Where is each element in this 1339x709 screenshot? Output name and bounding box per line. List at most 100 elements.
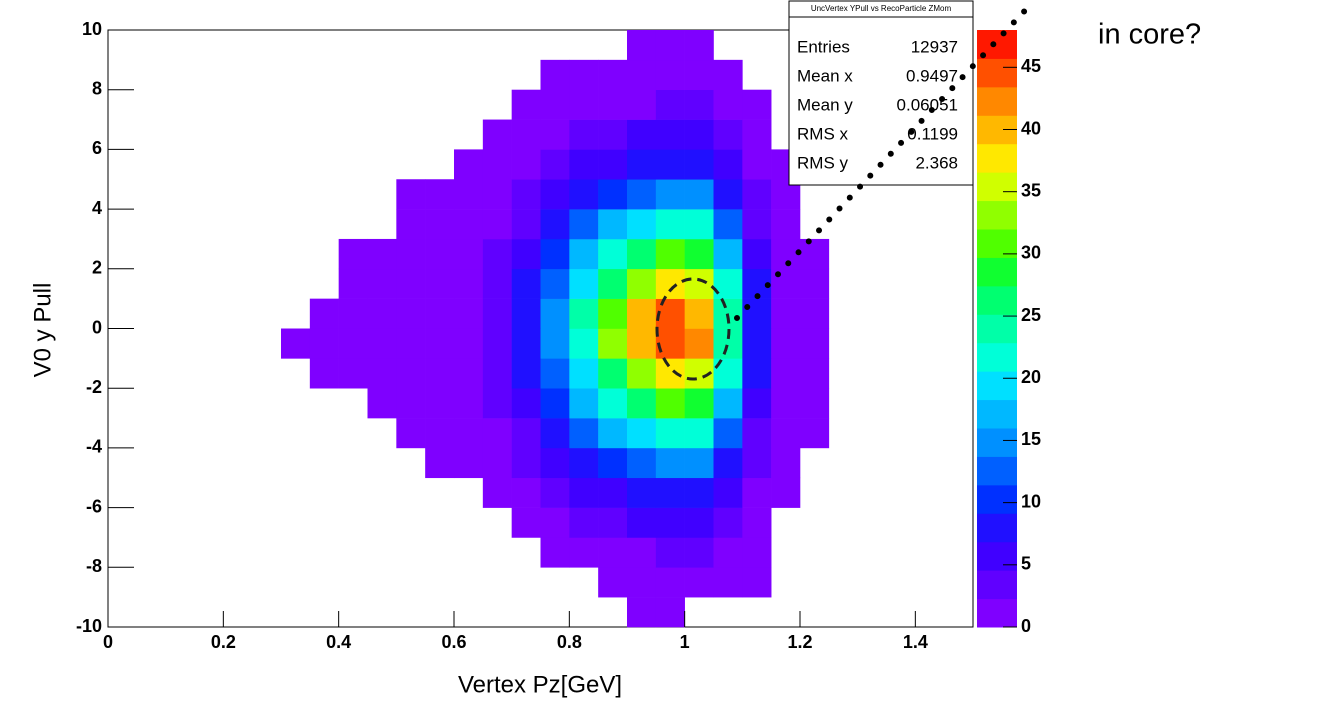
cell <box>540 298 570 329</box>
cell <box>338 298 368 329</box>
cell <box>742 388 772 419</box>
cell <box>540 89 570 120</box>
stats-value: 2.368 <box>915 153 958 172</box>
y-tick-label: -2 <box>86 377 102 397</box>
cell <box>569 149 599 180</box>
annotation: in core? <box>1098 19 1201 51</box>
z-tick-label: 20 <box>1021 367 1041 387</box>
palette-band <box>977 428 1017 457</box>
cell <box>627 149 657 180</box>
cell <box>742 209 772 240</box>
cell <box>540 507 570 538</box>
cell <box>598 268 628 299</box>
cell <box>425 388 455 419</box>
palette-band <box>977 456 1017 486</box>
stats-rows: Entries 12937 Mean x 0.9497 Mean y 0.06051 RMS… <box>797 37 958 172</box>
cell <box>540 358 570 389</box>
cell <box>598 328 628 359</box>
cell <box>511 89 541 120</box>
x-tick-label: 0.8 <box>557 632 582 652</box>
x-tick-label: 1 <box>680 632 690 652</box>
cell <box>569 537 599 568</box>
cell <box>627 59 657 90</box>
cell <box>396 298 426 329</box>
cell <box>713 268 743 299</box>
cell <box>396 418 426 449</box>
cell <box>655 89 685 120</box>
cell <box>742 149 772 180</box>
cell <box>627 567 657 598</box>
cell <box>771 388 801 419</box>
cell <box>742 507 772 538</box>
cell <box>454 179 484 210</box>
cell <box>800 358 830 389</box>
x-tick-label: 1.4 <box>903 632 928 652</box>
cell <box>540 149 570 180</box>
palette-band <box>977 399 1017 429</box>
cell <box>511 238 541 270</box>
cell <box>511 477 541 508</box>
cell <box>627 447 657 479</box>
cell <box>684 507 714 538</box>
z-tick-label: 10 <box>1021 491 1041 511</box>
cell <box>800 328 830 359</box>
cell <box>598 507 628 538</box>
cell <box>454 238 484 270</box>
cell <box>367 268 397 299</box>
cell <box>742 119 772 150</box>
stats-box: UncVertex YPull vs RecoParticle ZMom Ent… <box>788 0 974 186</box>
cell <box>425 298 455 329</box>
cell <box>425 358 455 389</box>
cell <box>540 447 570 479</box>
cell <box>367 298 397 329</box>
cell <box>713 537 743 568</box>
cell <box>655 597 685 628</box>
palette-band <box>977 285 1017 315</box>
cell <box>684 209 714 240</box>
cell <box>454 149 484 180</box>
cell <box>684 119 714 150</box>
cell <box>511 119 541 150</box>
cell <box>771 477 801 508</box>
cell <box>309 358 339 389</box>
cell <box>367 328 397 359</box>
cell <box>367 358 397 389</box>
y-tick-label: 8 <box>92 78 102 98</box>
cell <box>511 328 541 359</box>
cell <box>598 238 628 270</box>
cell <box>713 179 743 210</box>
cell <box>627 388 657 419</box>
cell <box>569 477 599 508</box>
cell <box>742 89 772 120</box>
cell <box>482 119 512 150</box>
cell <box>511 268 541 299</box>
cell <box>569 89 599 120</box>
cell <box>800 268 830 299</box>
cell <box>655 59 685 90</box>
cell <box>569 418 599 449</box>
cell <box>800 238 830 270</box>
stats-value: 0.06051 <box>897 95 958 114</box>
cell <box>627 298 657 329</box>
cell <box>396 358 426 389</box>
cell <box>425 268 455 299</box>
y-tick-label: 4 <box>92 198 102 218</box>
cell <box>598 358 628 389</box>
cell <box>627 597 657 628</box>
cell <box>713 119 743 150</box>
cell <box>511 209 541 240</box>
cell <box>569 59 599 90</box>
cell <box>684 179 714 210</box>
cell <box>482 388 512 419</box>
cell <box>713 388 743 419</box>
cell <box>482 238 512 270</box>
x-tick-label: 0.4 <box>326 632 351 652</box>
cell <box>511 149 541 180</box>
cell <box>655 328 685 359</box>
cell <box>655 567 685 598</box>
cell <box>338 238 368 270</box>
cell <box>540 209 570 240</box>
cell <box>627 89 657 120</box>
cell <box>627 209 657 240</box>
